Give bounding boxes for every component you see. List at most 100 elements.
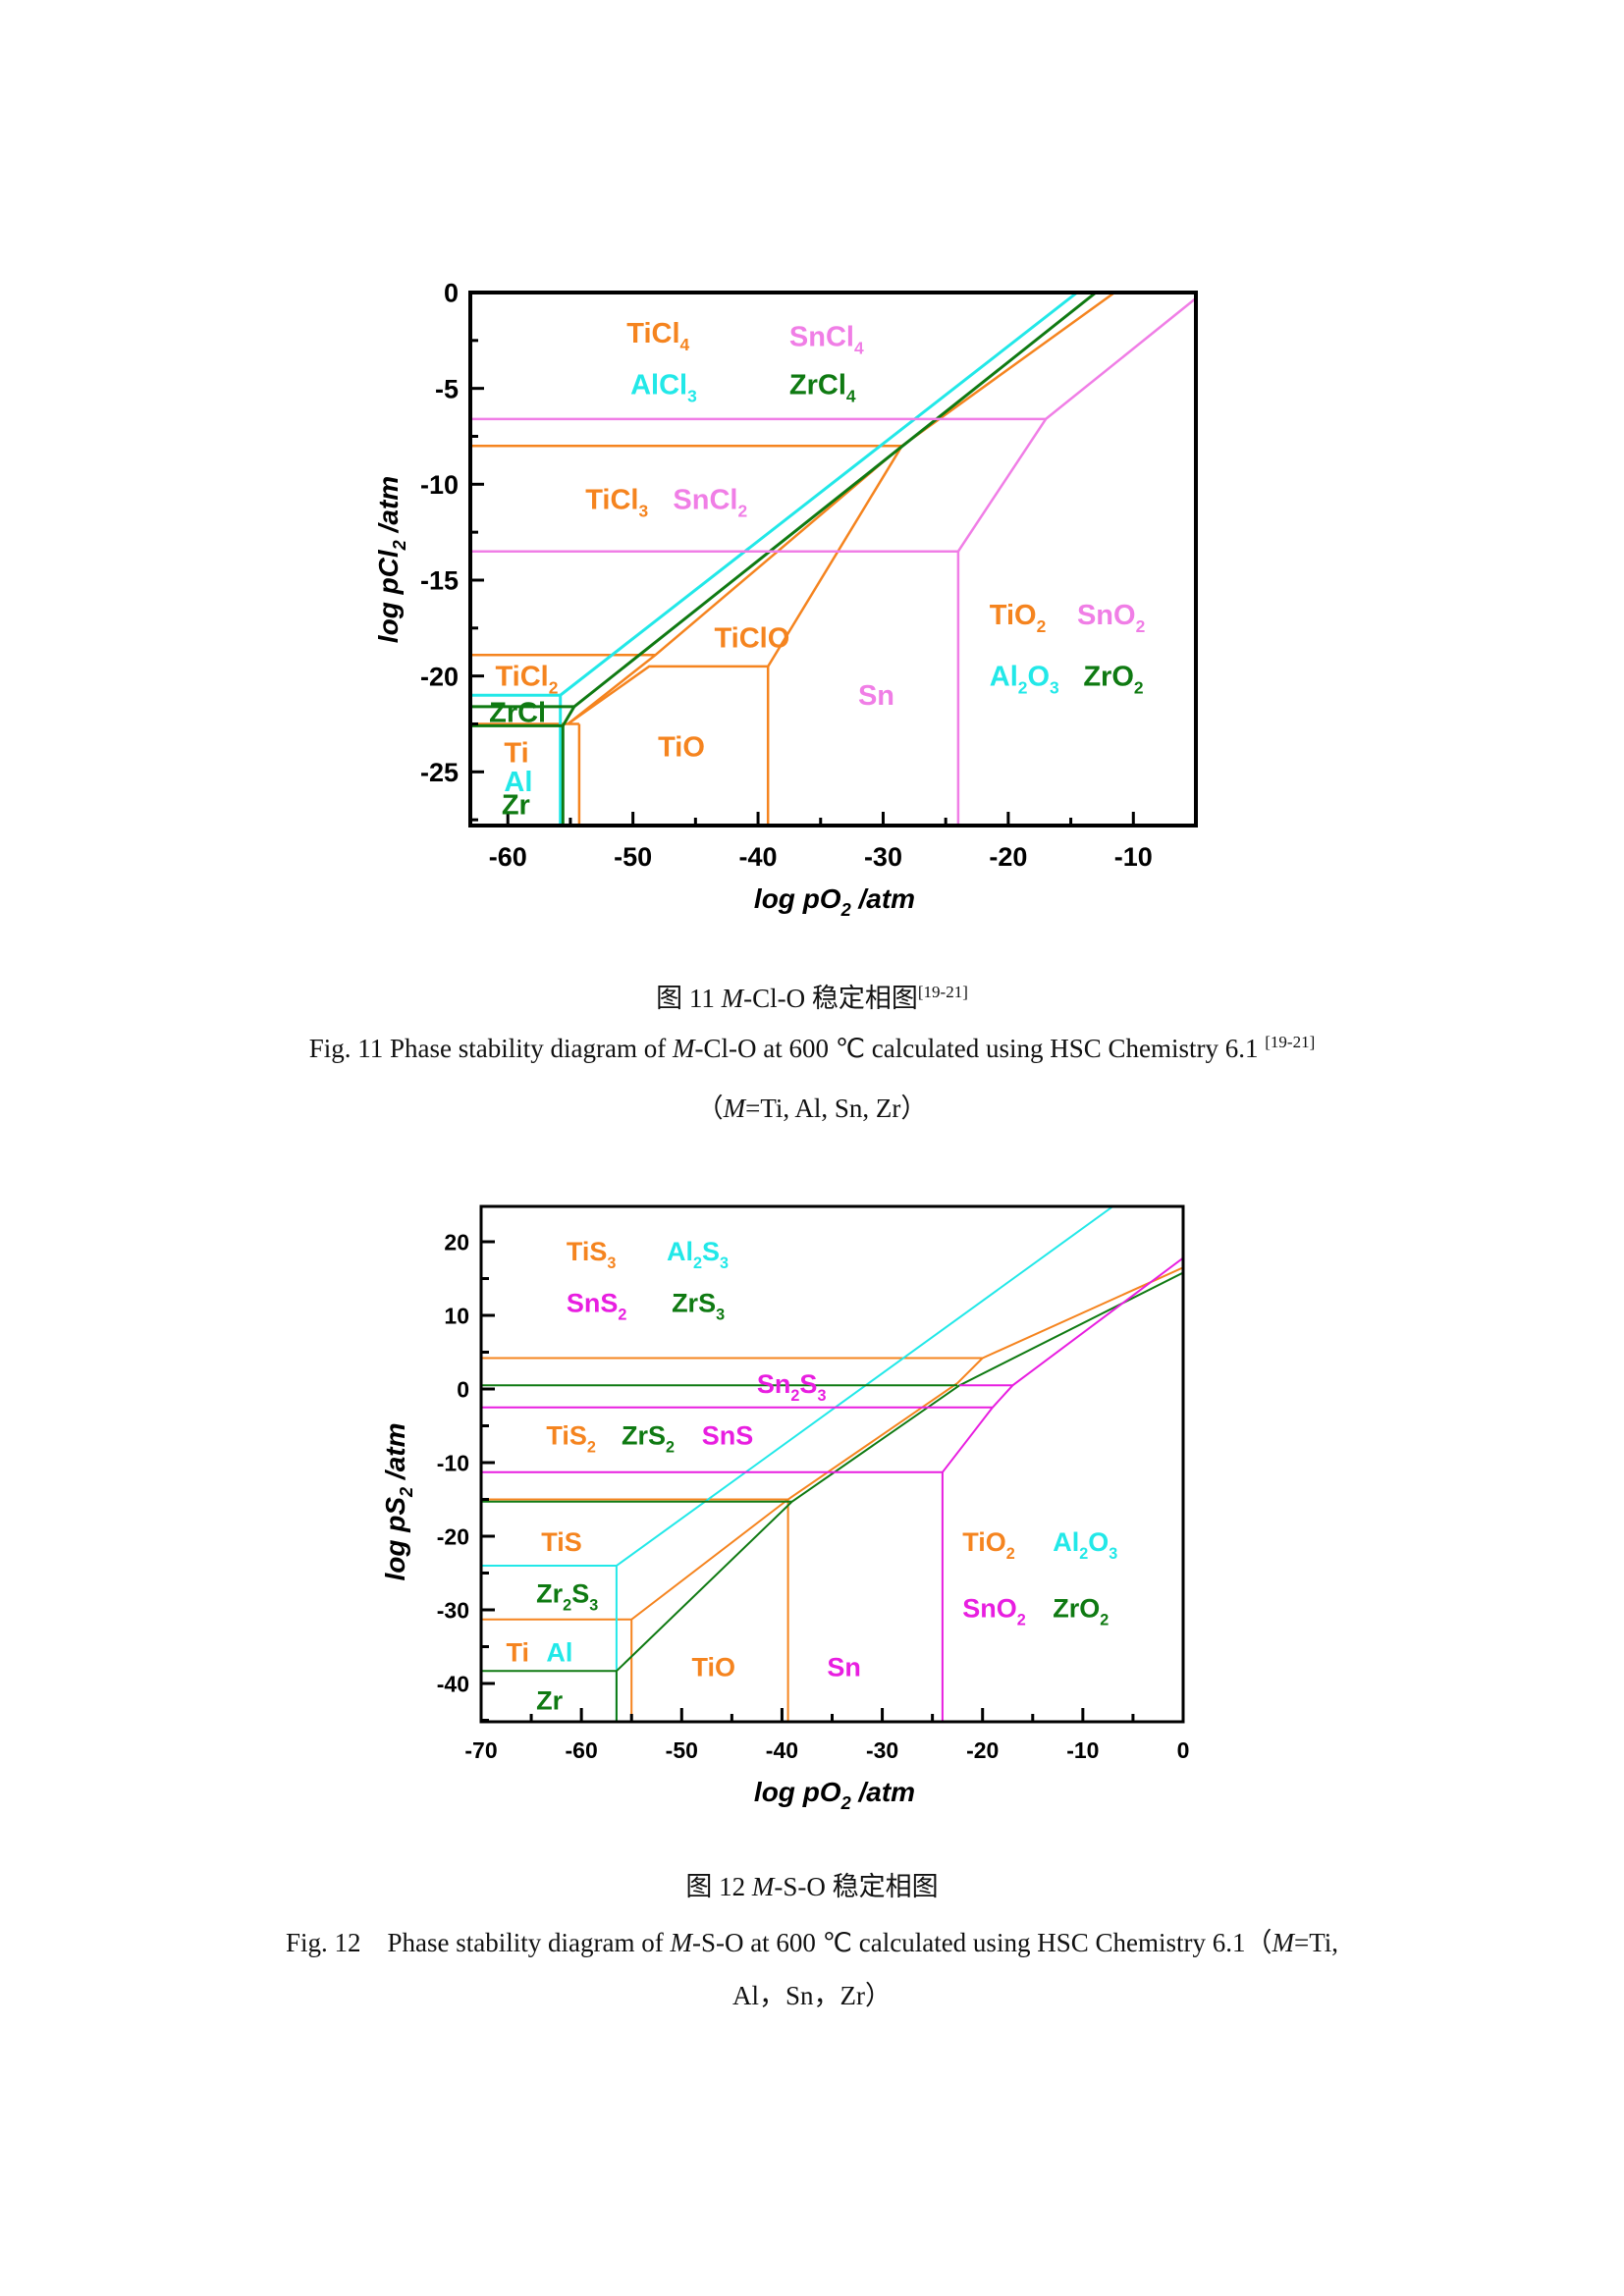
y-tick-label: -30: [437, 1597, 469, 1623]
figure-12-caption-en: Fig. 12 Phase stability diagram of M-S-O…: [0, 1921, 1624, 1959]
figure-11-caption-cn: 图 11 M-Cl-O 稳定相图[19-21]: [0, 977, 1624, 1015]
x-tick-label: -40: [766, 1737, 798, 1763]
phase-label: TiS2: [546, 1420, 596, 1456]
phase-label: ZrS3: [672, 1288, 725, 1323]
phase-label: Sn: [827, 1653, 861, 1682]
caption-italic: M: [723, 1094, 746, 1123]
y-tick-label: 10: [444, 1303, 469, 1328]
figure-12-caption-cn: 图 12 M-S-O 稳定相图: [0, 1865, 1624, 1903]
phase-label: SnO2: [962, 1594, 1026, 1629]
caption-text: =Ti,: [1293, 1928, 1338, 1957]
caption-text: 图 11: [656, 984, 722, 1013]
phase-label: TiCl4: [626, 318, 689, 354]
x-tick-label: -10: [1066, 1737, 1099, 1763]
phase-label: Sn: [858, 680, 894, 712]
plot-frame: [479, 1204, 1185, 1724]
phase-label: SnS: [702, 1420, 754, 1450]
phase-label: TiCl2: [495, 661, 558, 697]
phase-label: ZrS2: [622, 1420, 675, 1456]
figure-11-caption-en: Fig. 11 Phase stability diagram of M-Cl-…: [0, 1033, 1624, 1064]
x-tick-label: -20: [989, 842, 1027, 872]
phase-label: SnCl2: [673, 485, 747, 521]
x-tick-label: -70: [464, 1737, 497, 1763]
phase-label: TiS3: [567, 1237, 617, 1272]
x-tick-label: 0: [1177, 1737, 1190, 1763]
x-tick-label: -10: [1114, 842, 1153, 872]
x-tick-label: -60: [489, 842, 527, 872]
x-tick-label: -30: [864, 842, 902, 872]
phase-label: SnCl4: [789, 322, 864, 358]
figure-11-caption-en-2: （M=Ti, Al, Sn, Zr）: [0, 1087, 1624, 1125]
phase-label: Al: [546, 1638, 572, 1668]
boundary-line-zr: [481, 1271, 1183, 1673]
phase-label: Zr2S3: [536, 1579, 598, 1615]
phase-label: ZrCl: [489, 698, 546, 729]
boundary-line-sn1: [470, 418, 1048, 553]
x-axis-label: log pO2 /atm: [754, 883, 915, 920]
phase-label: Zr: [502, 789, 530, 821]
phase-label: AlCl3: [630, 370, 697, 406]
phase-label: TiO: [658, 732, 705, 764]
caption-text: -Cl-O 稳定相图: [743, 984, 918, 1013]
y-axis-label: log pCl2 /atm: [373, 476, 409, 643]
y-tick-label: 0: [444, 279, 459, 308]
phase-label: SnO2: [1077, 600, 1145, 636]
caption-italic: M: [721, 984, 744, 1013]
caption-text: -Cl-O at 600 ℃ calculated using HSC Chem…: [694, 1034, 1266, 1063]
y-tick-label: 20: [444, 1229, 469, 1255]
phase-boundaries: [470, 293, 1196, 826]
phase-label: TiS: [541, 1527, 582, 1557]
phase-label: TiClO: [714, 622, 789, 654]
caption-italic: M: [751, 1872, 775, 1901]
phase-label: Al2O3: [990, 661, 1059, 697]
phase-label: Al: [504, 767, 532, 798]
citation: [19-21]: [1265, 1033, 1316, 1051]
caption-italic: M: [672, 1034, 695, 1063]
caption-text: -S-O 稳定相图: [774, 1872, 939, 1901]
chart-m-s-o: -70 -60 -50 -40 -30 -20 -10 0 20 10 0 -10 -20 -30 -40 l…: [380, 1204, 1190, 1813]
x-tick-label: -40: [739, 842, 778, 872]
boundary-line-ti: [567, 445, 903, 725]
y-tick-label: -20: [420, 662, 459, 691]
y-tick-label: -25: [420, 758, 459, 787]
x-tick-label: -20: [966, 1737, 999, 1763]
y-tick-label: -15: [420, 566, 459, 596]
figure-11: -60 -50 -40 -30 -20 -10 0 -5 -10 -15 -20 -25 log pO2…: [0, 0, 1624, 947]
figure-12-caption-en-2: Al，Sn，Zr）: [0, 1974, 1624, 2012]
y-tick-label: 0: [457, 1376, 469, 1402]
y-tick-label: -5: [435, 374, 459, 403]
phase-label: TiCl3: [585, 485, 648, 521]
phase-label: ZrCl4: [789, 370, 856, 406]
caption-text: Fig. 12 Phase stability diagram of: [285, 1928, 671, 1957]
x-tick-label: -50: [666, 1737, 698, 1763]
citation: [19-21]: [917, 983, 968, 1001]
caption-italic: M: [1272, 1928, 1294, 1957]
figure-12: -70 -60 -50 -40 -30 -20 -10 0 20 10 0 -10 -20 -30 -40 l…: [0, 1139, 1624, 1850]
y-tick-label: -10: [437, 1450, 469, 1475]
plot-frame: [468, 291, 1198, 828]
y-tick-label: -20: [437, 1523, 469, 1549]
phase-label: Al2S3: [667, 1237, 729, 1272]
caption-text: -S-O at 600 ℃ calculated using HSC Chemi…: [691, 1928, 1272, 1957]
x-axis-label: log pO2 /atm: [754, 1777, 915, 1813]
phase-label: Al2O3: [1053, 1527, 1117, 1563]
phase-label: TiO2: [990, 600, 1046, 636]
caption-italic: M: [670, 1928, 692, 1957]
y-tick-label: -40: [437, 1671, 469, 1696]
phase-label: ZrO2: [1083, 661, 1143, 697]
y-axis-label: log pS2 /atm: [380, 1422, 416, 1580]
phase-label: SnS2: [567, 1288, 627, 1323]
phase-label: TiO: [692, 1653, 736, 1682]
caption-text: Al，Sn，Zr）: [732, 1981, 892, 2010]
y-tick-label: -10: [420, 470, 459, 500]
x-tick-label: -50: [614, 842, 652, 872]
caption-text: （: [696, 1094, 724, 1123]
caption-text: Fig. 11 Phase stability diagram of: [308, 1034, 673, 1063]
phase-boundaries: [481, 1206, 1183, 1722]
phase-label: Ti: [507, 1638, 530, 1668]
phase-label: TiO2: [962, 1527, 1015, 1563]
boundary-line-sn2: [481, 1256, 1183, 1473]
caption-text: =Ti, Al, Sn, Zr）: [745, 1094, 928, 1123]
chart-m-cl-o: -60 -50 -40 -30 -20 -10 0 -5 -10 -15 -20 -25 log pO2…: [373, 279, 1198, 920]
x-tick-label: -60: [566, 1737, 598, 1763]
